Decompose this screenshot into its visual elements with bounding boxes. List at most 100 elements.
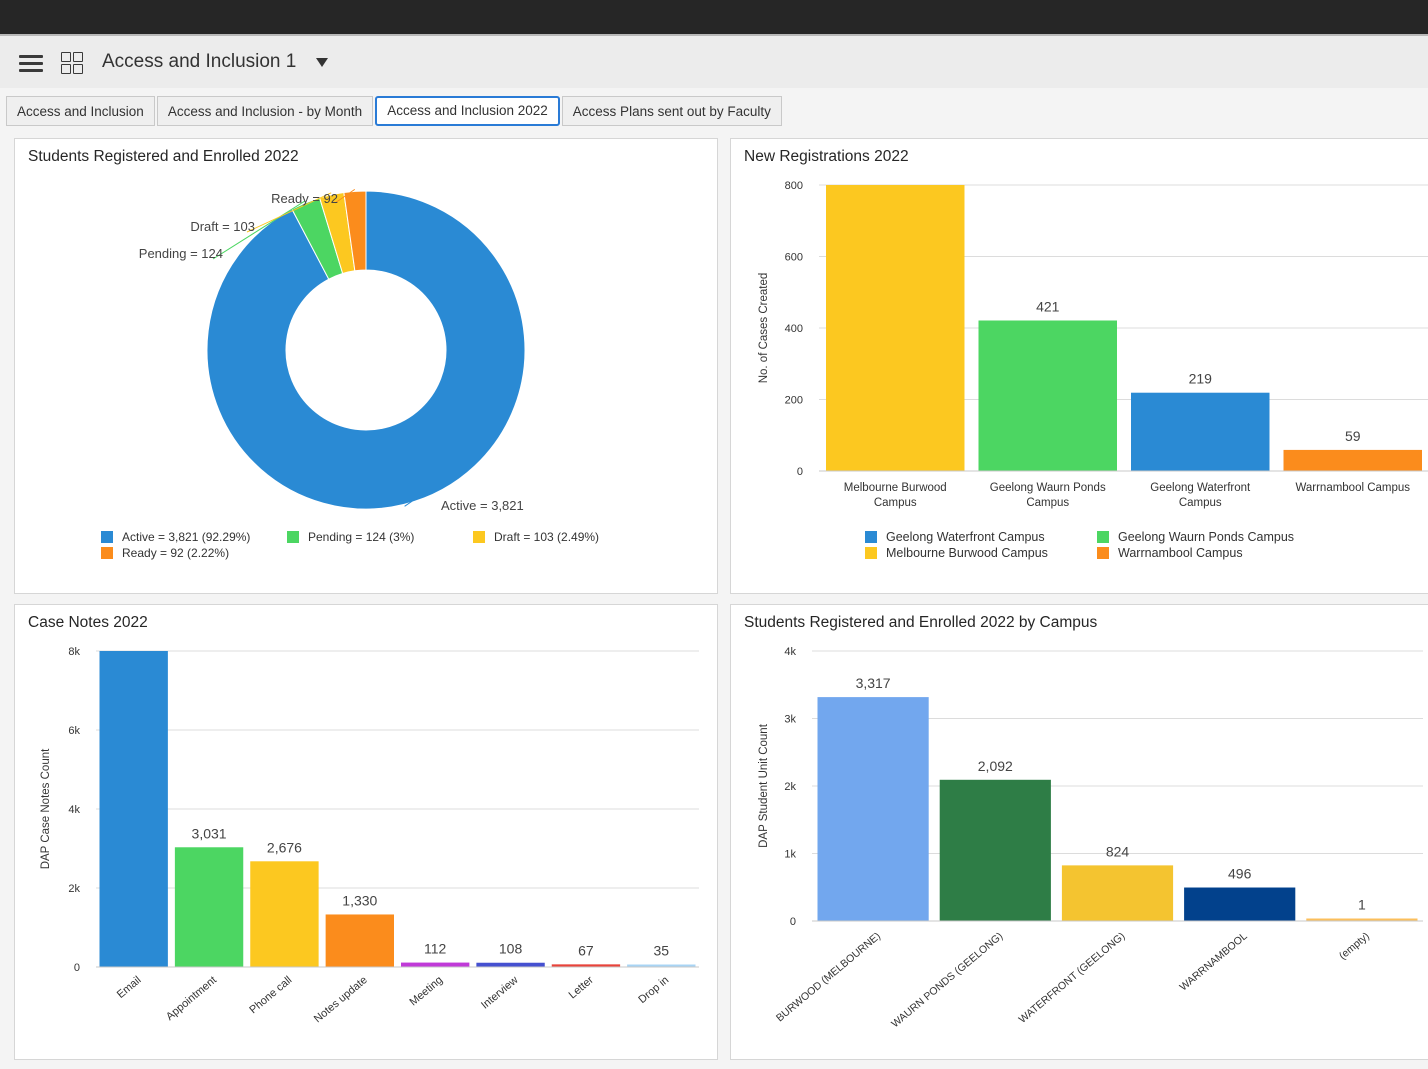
y-tick-label: 0 <box>797 466 803 478</box>
bar <box>817 697 929 921</box>
y-tick-label: 600 <box>785 252 803 264</box>
tab-access-plans-by-faculty[interactable]: Access Plans sent out by Faculty <box>561 96 782 126</box>
by-campus-chart: 0 1k 2k 3k 4k DAP Student Unit Count 3,317 BURW… <box>758 646 1423 1030</box>
panel-title: Students Registered and Enrolled 2022 by… <box>744 614 1098 631</box>
y-tick-label: 6k <box>68 725 80 737</box>
panel-title: Students Registered and Enrolled 2022 <box>28 148 299 165</box>
callout-label: Ready = 92 <box>271 191 338 206</box>
data-label: 824 <box>1106 843 1130 859</box>
legend-swatch <box>101 531 113 543</box>
case-notes-chart: 0 2k 4k 6k 8k DAP Case Notes Count Email 3,031 A… <box>40 646 699 1025</box>
new-registrations-panel: New Registrations 2022 0 200 400 600 800 No. … <box>730 138 1428 594</box>
x-tick-label: Melbourne Burwood <box>844 482 947 494</box>
x-tick-label: WARRNAMBOOL <box>1177 930 1249 993</box>
x-tick-label: Geelong Waterfront <box>1150 482 1251 494</box>
data-label: 108 <box>499 941 523 957</box>
browser-top-bar <box>0 0 1428 34</box>
legend-label: Geelong Waterfront Campus <box>886 530 1045 544</box>
bar <box>174 847 244 967</box>
y-tick-label: 800 <box>785 180 803 192</box>
data-label: 1,330 <box>342 892 377 908</box>
bar <box>551 964 621 967</box>
x-tick-label: Appointment <box>164 974 219 1023</box>
x-tick-label: Drop in <box>636 974 671 1006</box>
x-tick-label: Phone call <box>247 974 294 1016</box>
data-label: 421 <box>1036 298 1060 314</box>
callout-label: Draft = 103 <box>190 219 255 234</box>
y-tick-label: 0 <box>790 916 796 928</box>
x-tick-label: Geelong Waurn Ponds <box>990 482 1106 494</box>
y-tick-label: 200 <box>785 395 803 407</box>
callout-label: Active = 3,821 <box>441 498 524 513</box>
x-tick-label: WAURN PONDS (GEELONG) <box>889 930 1005 1030</box>
y-tick-label: 400 <box>785 323 803 335</box>
x-tick-label: (empty) <box>1337 930 1372 962</box>
data-label: 3,317 <box>856 675 891 691</box>
data-label: 1 <box>1358 897 1366 913</box>
bar <box>1306 918 1418 921</box>
tab-access-and-inclusion-by-month[interactable]: Access and Inclusion - by Month <box>156 96 374 126</box>
legend-swatch <box>1097 531 1109 543</box>
y-tick-label: 2k <box>784 781 796 793</box>
data-label: 67 <box>578 942 594 958</box>
legend-swatch <box>287 531 299 543</box>
donut-slice-active <box>206 190 526 510</box>
panel-title: New Registrations 2022 <box>744 148 909 165</box>
dashboard-title[interactable]: Access and Inclusion 1 <box>102 51 297 72</box>
callout-line <box>212 200 306 260</box>
panel-title: Case Notes 2022 <box>28 614 148 631</box>
bar <box>826 185 965 471</box>
legend-swatch <box>865 547 877 559</box>
data-label: 112 <box>424 941 447 957</box>
bar <box>978 320 1117 471</box>
bar <box>1283 449 1422 471</box>
x-tick-label: Notes update <box>312 974 370 1025</box>
bar <box>476 962 545 967</box>
y-tick-label: 4k <box>68 804 80 816</box>
caret-down-icon[interactable] <box>316 58 328 67</box>
data-label: 2,092 <box>978 758 1013 774</box>
donut-chart: Active = 3,821 Pending = 124 Draft = 103 Re… <box>101 188 599 560</box>
y-tick-label: 1k <box>784 849 796 861</box>
tab-bar: Access and Inclusion Access and Inclusio… <box>6 96 784 128</box>
x-tick-label: Campus <box>1179 497 1222 509</box>
y-tick-label: 3k <box>784 714 796 726</box>
bar <box>1184 887 1296 921</box>
x-tick-label: Email <box>115 974 144 1001</box>
bar <box>939 779 1051 921</box>
bar <box>627 964 696 967</box>
donut-panel: Students Registered and Enrolled 2022 Ac… <box>14 138 718 594</box>
x-tick-label: Campus <box>1026 497 1069 509</box>
callout-line <box>404 490 428 507</box>
bar <box>99 651 168 967</box>
x-tick-label: BURWOOD (MELBOURNE) <box>774 930 883 1024</box>
bar <box>401 962 470 967</box>
legend-swatch <box>1097 547 1109 559</box>
bar <box>250 861 319 967</box>
x-tick-label: Interview <box>479 974 520 1012</box>
legend-label: Draft = 103 (2.49%) <box>494 530 599 544</box>
x-tick-label: Warrnambool Campus <box>1295 482 1410 494</box>
callout-label: Pending = 124 <box>139 246 223 261</box>
y-tick-label: 4k <box>784 646 796 658</box>
y-axis-label: DAP Case Notes Count <box>40 748 52 869</box>
tab-access-and-inclusion-2022[interactable]: Access and Inclusion 2022 <box>375 96 560 126</box>
x-tick-label: WATERFRONT (GEELONG) <box>1017 930 1128 1026</box>
hamburger-menu-icon[interactable] <box>19 55 43 73</box>
legend-label: Ready = 92 (2.22%) <box>122 546 229 560</box>
bar <box>1061 865 1174 921</box>
legend-swatch <box>865 531 877 543</box>
dashboard-header: Access and Inclusion 1 <box>0 34 1428 88</box>
tab-access-and-inclusion[interactable]: Access and Inclusion <box>6 96 155 126</box>
legend-label: Active = 3,821 (92.29%) <box>122 530 250 544</box>
bar <box>1131 392 1270 471</box>
data-label: 59 <box>1345 428 1361 444</box>
legend-label: Warrnambool Campus <box>1118 546 1243 560</box>
y-tick-label: 0 <box>74 962 80 974</box>
x-tick-label: Meeting <box>407 974 445 1008</box>
legend-label: Geelong Waurn Ponds Campus <box>1118 530 1294 544</box>
y-axis-label: DAP Student Unit Count <box>758 723 770 848</box>
x-tick-label: Campus <box>874 497 917 509</box>
legend-label: Pending = 124 (3%) <box>308 530 414 544</box>
dashboard-grid-icon[interactable] <box>61 52 84 75</box>
